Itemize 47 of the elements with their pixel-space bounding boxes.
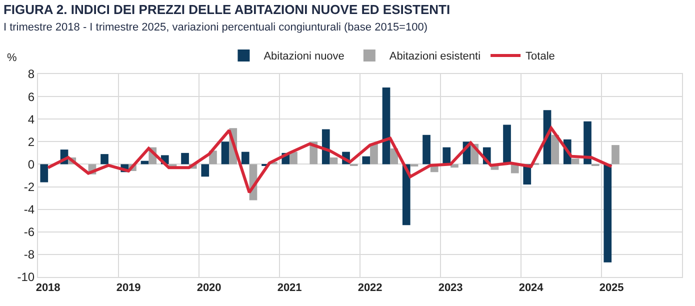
y-tick-label: 6: [28, 90, 35, 104]
legend-label: Abitazioni nuove: [264, 50, 344, 63]
bar: [604, 164, 612, 262]
bar: [241, 152, 250, 164]
y-tick-label: 0: [28, 157, 35, 172]
x-tick-label: 2023: [438, 282, 463, 294]
bar: [382, 88, 390, 164]
x-tick-label: 2025: [599, 282, 624, 294]
bar: [40, 164, 48, 182]
bar: [290, 152, 298, 164]
y-tick-label: -10: [17, 270, 35, 284]
bar: [551, 134, 560, 164]
y-axis-title: %: [7, 52, 17, 64]
bar: [442, 147, 451, 164]
y-tick-label: -6: [24, 225, 35, 240]
bar: [402, 164, 410, 226]
bar: [322, 129, 330, 164]
legend-label: Totale: [526, 50, 555, 63]
bar: [370, 144, 378, 164]
y-tick-label: -2: [24, 180, 35, 194]
bar: [503, 124, 511, 164]
x-tick-label: 2021: [277, 282, 302, 294]
bar: [422, 134, 430, 164]
x-tick-label: 2018: [36, 282, 60, 294]
bar: [571, 158, 580, 164]
y-tick-label: 2: [28, 134, 35, 149]
bar: [221, 142, 230, 164]
y-tick-label: -8: [24, 248, 35, 262]
bar: [201, 164, 210, 177]
bar: [612, 145, 620, 164]
bar: [100, 154, 108, 164]
y-tick-label: 4: [28, 112, 35, 126]
bar: [584, 121, 592, 164]
legend-label: Abitazioni esistenti: [389, 50, 481, 63]
bar: [362, 156, 370, 164]
line-series: [46, 126, 614, 194]
bar: [181, 152, 189, 164]
y-tick-label: 8: [28, 67, 35, 82]
chart-title: FIGURA 2. INDICI DEI PREZZI DELLE ABITAZIONI NUOVE ED ESISTENTI: [3, 2, 450, 17]
x-tick-label: 2020: [196, 282, 222, 294]
y-tick-label: -4: [24, 202, 35, 217]
x-tick-label: 2022: [358, 282, 382, 294]
x-tick-label: 2024: [518, 282, 544, 294]
bar: [450, 164, 458, 168]
bar: [330, 157, 338, 164]
x-tick-label: 2019: [116, 282, 141, 294]
chart-subtitle: I trimestre 2018 - I trimestre 2025, variazioni percentuali congiunturali (base 2015=100): [3, 22, 428, 34]
